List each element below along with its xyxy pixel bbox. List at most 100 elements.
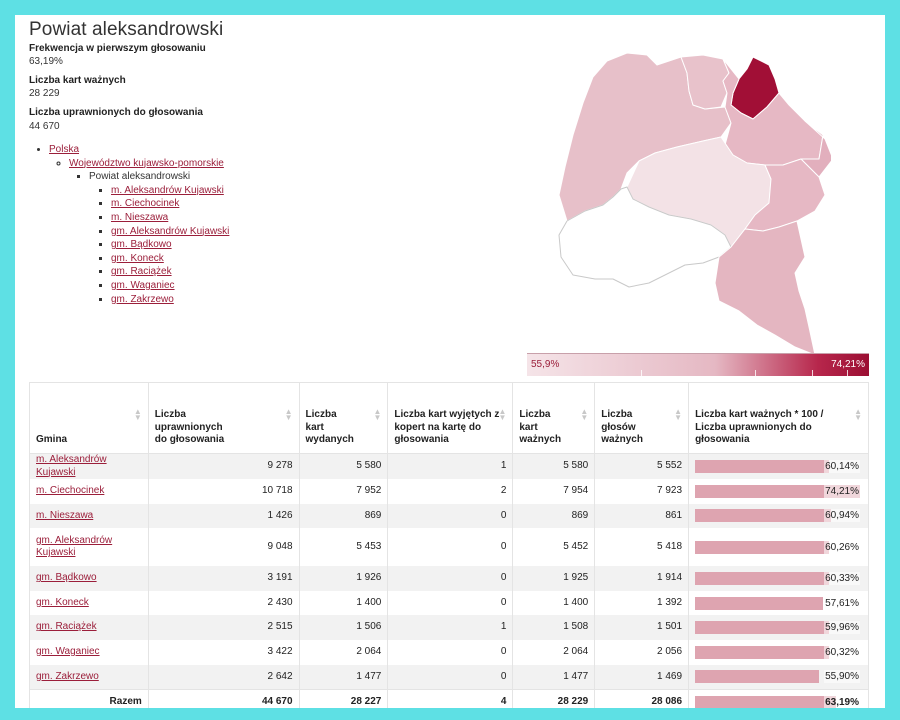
gmina-link[interactable]: gm. Waganiec [36, 646, 100, 658]
cell-issued: 1 400 [298, 590, 389, 616]
map-region-south-east[interactable] [714, 220, 816, 355]
valid-ballots-label: Liczba kart ważnych [29, 75, 126, 86]
sort-icon[interactable]: ▲ ▼ [133, 407, 142, 422]
link-voivodeship[interactable]: Województwo kujawsko-pomorskie [69, 157, 224, 169]
cell-eligible: 3 191 [147, 566, 300, 591]
page-title: Powiat aleksandrowski [29, 19, 224, 40]
cell-taken-out: 0 [387, 590, 514, 616]
link-gmina[interactable]: gm. Waganiec [111, 279, 175, 291]
legend-tick [755, 370, 756, 376]
cell-eligible: 2 515 [147, 615, 300, 640]
county-map [558, 52, 831, 355]
turnout-bar-fill [695, 460, 829, 473]
table-row: gm. Raciążek 2 515 1 506 1 1 508 1 501 5… [29, 615, 869, 640]
sort-icon[interactable]: ▲ ▼ [373, 407, 382, 422]
sort-icon[interactable]: ▲ ▼ [854, 407, 862, 422]
cell-valid-ballots: 869 [512, 503, 596, 529]
total-label: Razem [29, 689, 149, 708]
legend-tick [641, 370, 642, 376]
gmina-link[interactable]: gm. Zakrzewo [36, 670, 99, 682]
cell-valid-votes: 2 056 [594, 639, 690, 665]
link-gmina[interactable]: gm. Aleksandrów Kujawski [111, 225, 230, 237]
table-row: m. Aleksandrów Kujawski 9 278 5 580 1 5 … [29, 453, 869, 479]
table-row: m. Nieszawa 1 426 869 0 869 861 60,94% [29, 503, 869, 529]
results-table: Gmina ▲ ▼ Liczba uprawnionych do głosowani… [29, 382, 869, 708]
cell-valid-votes: 7 923 [594, 479, 690, 504]
gmina-link[interactable]: m. Ciechocinek [36, 485, 105, 497]
turnout-value: 74,21% [824, 484, 860, 498]
cell-valid-votes: 1 501 [594, 615, 690, 640]
turnout-value: 60,14% [824, 460, 860, 473]
link-gmina[interactable]: m. Ciechocinek [111, 198, 180, 210]
link-gmina[interactable]: m. Nieszawa [111, 211, 169, 223]
turnout-bar: 55,90% [695, 670, 862, 684]
turnout-bar-fill [695, 695, 836, 708]
map-region-north-mid[interactable] [680, 54, 730, 110]
legend-tick [847, 370, 848, 376]
turnout-bar: 63,19% [695, 695, 862, 708]
link-gmina[interactable]: gm. Zakrzewo [111, 293, 174, 305]
link-gmina[interactable]: gm. Raciążek [111, 266, 172, 278]
link-gmina[interactable]: gm. Bądkowo [111, 239, 172, 251]
turnout-bar-fill [695, 484, 861, 498]
page-container: Powiat aleksandrowski Frekwencja w pierw… [15, 15, 885, 708]
cell-valid-ballots: 1 925 [512, 566, 596, 591]
cell-issued: 7 952 [298, 479, 389, 504]
legend-tick [812, 370, 813, 376]
cell-valid-ballots: 7 954 [512, 479, 596, 504]
turnout-value: 63,19% [29, 56, 63, 67]
turnout-bar: 60,26% [695, 540, 862, 554]
turnout-bar: 74,21% [695, 484, 862, 498]
column-header-taken-out[interactable]: Liczba kart wyjętych z kopert na kartę d… [387, 382, 514, 454]
link-polska[interactable]: Polska [49, 144, 80, 155]
column-header-valid-votes[interactable]: Liczba głosów ważnych ▲ ▼ [594, 382, 690, 454]
sort-icon[interactable]: ▲ ▼ [674, 407, 683, 422]
column-header-gmina[interactable]: Gmina ▲ ▼ [29, 382, 149, 454]
column-header-issued[interactable]: Liczba kart wydanych ▲ ▼ [298, 382, 389, 454]
gmina-link[interactable]: gm. Aleksandrów Kujawski [36, 534, 113, 559]
turnout-value: 60,33% [824, 571, 860, 585]
cell-issued: 5 580 [298, 453, 389, 479]
turnout-value: 57,61% [824, 596, 860, 610]
current-county: Powiat aleksandrowski [89, 171, 191, 183]
cell-issued: 869 [298, 503, 389, 529]
cell-valid-ballots: 1 400 [512, 590, 596, 616]
legend-min-label: 55,9% [531, 359, 560, 370]
link-gmina[interactable]: gm. Koneck [111, 252, 164, 264]
table-row: m. Ciechocinek 10 718 7 952 2 7 954 7 92… [29, 479, 869, 504]
cell-valid-ballots: 1 477 [512, 664, 596, 690]
total-eligible: 44 670 [147, 689, 300, 708]
link-gmina[interactable]: m. Aleksandrów Kujawski [111, 184, 224, 196]
cell-valid-votes: 5 552 [594, 453, 690, 479]
eligible-voters-label: Liczba uprawnionych do głosowania [29, 107, 203, 118]
turnout-value: 60,94% [824, 509, 860, 523]
turnout-bar-fill [695, 645, 830, 659]
total-valid-ballots: 28 229 [512, 689, 596, 708]
sort-icon[interactable]: ▲ ▼ [284, 407, 293, 422]
cell-valid-votes: 5 418 [594, 528, 690, 567]
turnout-label: Frekwencja w pierwszym głosowaniu [29, 43, 206, 54]
cell-valid-ballots: 5 580 [512, 453, 596, 479]
sort-icon[interactable]: ▲ ▼ [498, 407, 507, 422]
turnout-value: 63,19% [824, 695, 860, 708]
gmina-link[interactable]: gm. Koneck [36, 596, 89, 608]
column-header-valid-ballots[interactable]: Liczba kart ważnych ▲ ▼ [512, 382, 596, 454]
turnout-bar-fill [695, 509, 831, 523]
turnout-bar: 60,32% [695, 645, 862, 659]
turnout-bar: 60,94% [695, 509, 862, 523]
cell-eligible: 10 718 [147, 479, 300, 504]
table-row: gm. Waganiec 3 422 2 064 0 2 064 2 056 6… [29, 639, 869, 665]
sort-icon[interactable]: ▲ ▼ [580, 407, 589, 422]
gmina-link[interactable]: gm. Raciążek [36, 621, 97, 633]
cell-eligible: 3 422 [147, 639, 300, 665]
gmina-link[interactable]: m. Aleksandrów Kujawski [36, 454, 107, 478]
column-header-eligible[interactable]: Liczba uprawnionych do głosowania ▲ ▼ [147, 382, 300, 454]
cell-valid-ballots: 5 452 [512, 528, 596, 567]
gmina-link[interactable]: gm. Bądkowo [36, 572, 97, 584]
results-table-body: m. Aleksandrów Kujawski 9 278 5 580 1 5 … [29, 453, 869, 690]
cell-taken-out: 0 [387, 528, 514, 567]
gmina-link[interactable]: m. Nieszawa [36, 509, 94, 521]
cell-valid-votes: 1 392 [594, 590, 690, 616]
cell-valid-ballots: 2 064 [512, 639, 596, 665]
column-header-turnout[interactable]: Liczba kart ważnych * 100 / Liczba upraw… [688, 382, 869, 454]
